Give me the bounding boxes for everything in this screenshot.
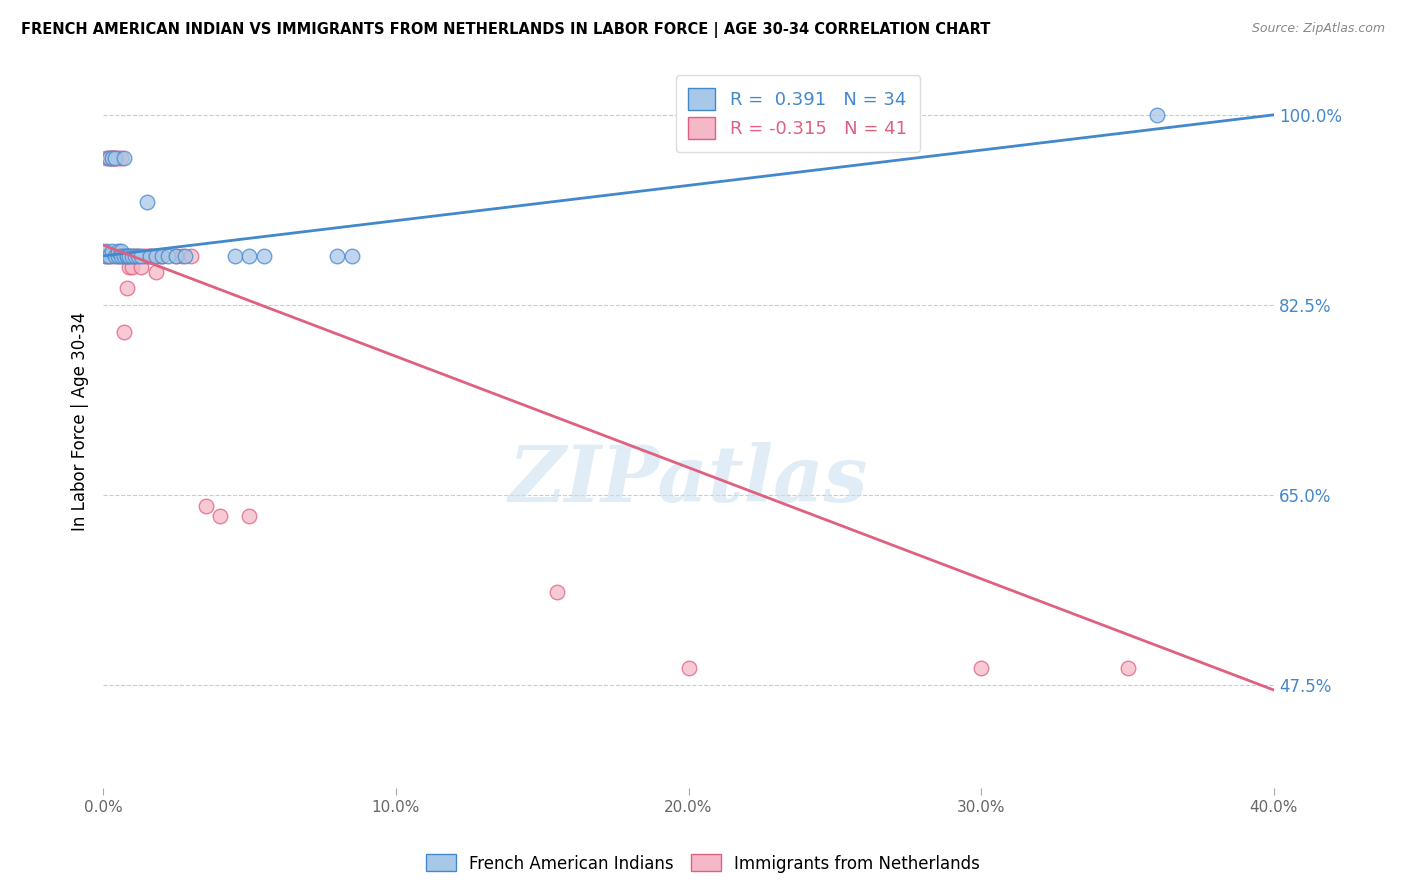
Point [107, 151, 129, 165]
Point [98, 249, 121, 263]
Point [145, 265, 167, 279]
Point [124, 249, 146, 263]
Point [1116, 661, 1139, 675]
Point [112, 325, 135, 339]
Point [546, 585, 568, 599]
Point [174, 249, 197, 263]
Point [110, 151, 132, 165]
Text: Source: ZipAtlas.com: Source: ZipAtlas.com [1251, 22, 1385, 36]
Point [209, 509, 232, 524]
Point [101, 151, 124, 165]
Legend: R =  0.391   N = 34, R = -0.315   N = 41: R = 0.391 N = 34, R = -0.315 N = 41 [676, 75, 920, 152]
Point [340, 249, 363, 263]
Point [118, 249, 141, 263]
Point [101, 249, 124, 263]
Point [253, 249, 276, 263]
Point [104, 151, 127, 165]
Point [678, 661, 700, 675]
Point [107, 249, 129, 263]
Point [98, 151, 121, 165]
Text: FRENCH AMERICAN INDIAN VS IMMIGRANTS FROM NETHERLANDS IN LABOR FORCE | AGE 30-34: FRENCH AMERICAN INDIAN VS IMMIGRANTS FRO… [21, 22, 990, 38]
Point [121, 249, 143, 263]
Point [112, 249, 135, 263]
Point [115, 281, 138, 295]
Point [94, 244, 117, 258]
Point [180, 249, 202, 263]
Point [112, 151, 135, 165]
Point [107, 244, 129, 258]
Point [115, 249, 138, 263]
Point [136, 194, 159, 209]
Point [98, 249, 121, 263]
Point [156, 249, 179, 263]
Point [107, 249, 129, 263]
Point [104, 151, 127, 165]
Point [238, 509, 260, 524]
Point [129, 260, 152, 274]
Point [94, 249, 117, 263]
Point [148, 249, 170, 263]
Point [127, 249, 149, 263]
Point [224, 249, 246, 263]
Point [104, 249, 127, 263]
Point [165, 249, 187, 263]
Point [94, 249, 117, 263]
Point [139, 249, 162, 263]
Point [110, 249, 132, 263]
Point [110, 244, 132, 258]
Point [112, 249, 135, 263]
Point [101, 151, 124, 165]
Legend: French American Indians, Immigrants from Netherlands: French American Indians, Immigrants from… [419, 847, 987, 880]
Point [142, 249, 165, 263]
Point [1146, 108, 1168, 122]
Point [118, 260, 141, 274]
Point [115, 249, 138, 263]
Point [118, 249, 141, 263]
Point [127, 249, 149, 263]
Point [150, 249, 173, 263]
Point [104, 151, 127, 165]
Point [150, 249, 173, 263]
Point [115, 249, 138, 263]
Point [165, 249, 187, 263]
Point [121, 260, 143, 274]
Point [132, 249, 155, 263]
Point [139, 249, 162, 263]
Point [194, 499, 217, 513]
Point [121, 249, 143, 263]
Text: ZIPatlas: ZIPatlas [509, 442, 869, 518]
Point [98, 151, 121, 165]
Point [110, 249, 132, 263]
Point [124, 249, 146, 263]
Point [101, 244, 124, 258]
Point [970, 661, 993, 675]
Point [101, 151, 124, 165]
Point [136, 249, 159, 263]
Point [172, 249, 194, 263]
Point [145, 249, 167, 263]
Y-axis label: In Labor Force | Age 30-34: In Labor Force | Age 30-34 [72, 312, 89, 531]
Point [94, 151, 117, 165]
Point [238, 249, 260, 263]
Point [129, 249, 152, 263]
Point [326, 249, 349, 263]
